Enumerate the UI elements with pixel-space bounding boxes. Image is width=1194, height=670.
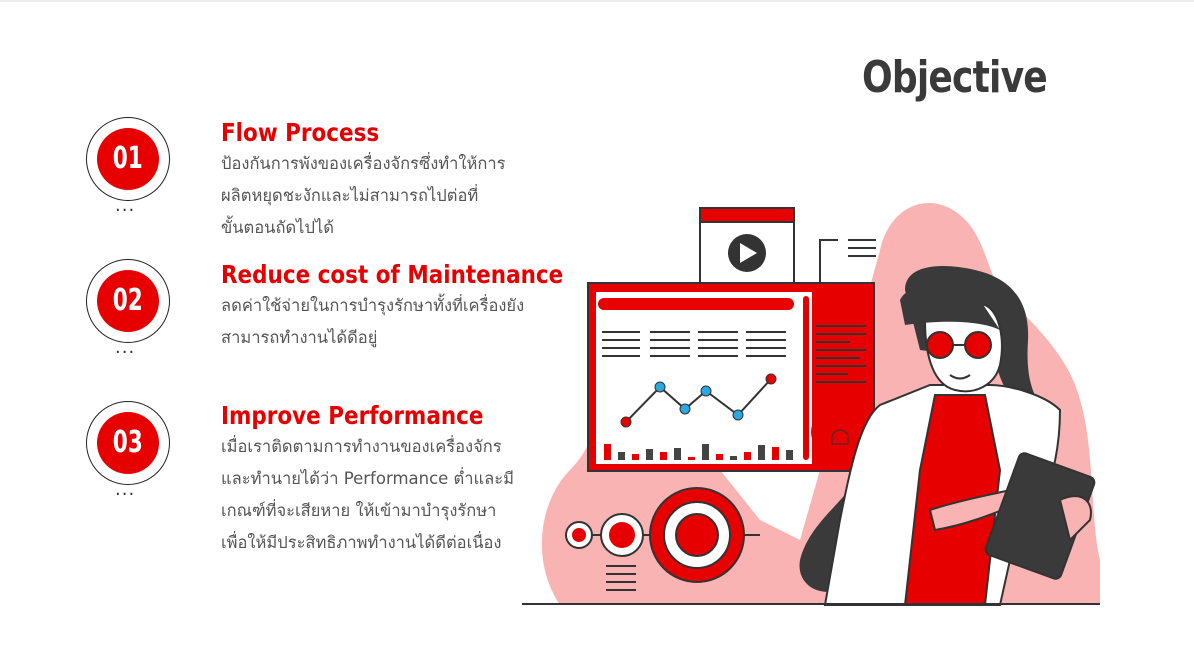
objective-1-dots: ... xyxy=(115,195,136,216)
objective-1-line-2: ผลิตหยุดชะงักและไม่สามารถไปต่อที่ xyxy=(221,186,479,205)
objective-3-badge: 03 xyxy=(86,401,170,485)
objective-3-line-3: เกณฑ์ที่จะเสียหาย ให้เข้ามาบำรุงรักษา xyxy=(221,501,497,520)
objective-3-line-2: และทำนายได้ว่า Performance ต่ำและมี xyxy=(221,469,515,488)
objective-1-description: ป้องกันการพังของเครื่องจักรซึ่งทำให้การ … xyxy=(221,148,541,244)
objective-2-description: ลดค่าใช้จ่ายในการบำรุงรักษาทั้งที่เครื่อ… xyxy=(221,290,541,354)
objective-3-number: 03 xyxy=(112,425,144,460)
play-icon xyxy=(728,234,766,272)
target-icon xyxy=(649,487,745,583)
dashboard-line-graph xyxy=(625,378,772,423)
person-with-tablet-dashboard-illustration xyxy=(522,202,1100,606)
objective-2-number: 02 xyxy=(112,283,144,318)
objective-3-description: เมื่อเราติดตามการทำงานของเครื่องจักร และ… xyxy=(221,431,541,559)
objective-2-line-1: ลดค่าใช้จ่ายในการบำรุงรักษาทั้งที่เครื่อ… xyxy=(221,296,525,315)
objective-1-title: Flow Process xyxy=(221,118,380,147)
objective-2-title: Reduce cost of Maintenance xyxy=(221,260,564,289)
objective-2-dots: ... xyxy=(115,337,136,358)
objective-1-number: 01 xyxy=(112,141,144,176)
objective-3-title: Improve Performance xyxy=(221,401,484,430)
glasses xyxy=(926,331,992,359)
objective-1-line-1: ป้องกันการพังของเครื่องจักรซึ่งทำให้การ xyxy=(221,154,506,173)
objective-3-line-4: เพื่อให้มีประสิทธิภาพทำงานได้ดีต่อเนื่อง xyxy=(221,533,502,552)
objective-2-badge: 02 xyxy=(86,259,170,343)
alarm-icon xyxy=(811,419,869,445)
objective-1-line-3: ขั้นตอนถัดไปได้ xyxy=(221,218,334,237)
page-title: Objective xyxy=(862,52,1048,103)
objective-2-line-2: สามารถทำงานได้ดีอยู่ xyxy=(221,328,378,347)
objective-1-badge: 01 xyxy=(86,117,170,201)
dashboard-bars xyxy=(604,444,793,460)
top-divider xyxy=(0,0,1194,2)
objective-3-line-1: เมื่อเราติดตามการทำงานของเครื่องจักร xyxy=(221,437,502,456)
objective-3-dots: ... xyxy=(115,479,136,500)
